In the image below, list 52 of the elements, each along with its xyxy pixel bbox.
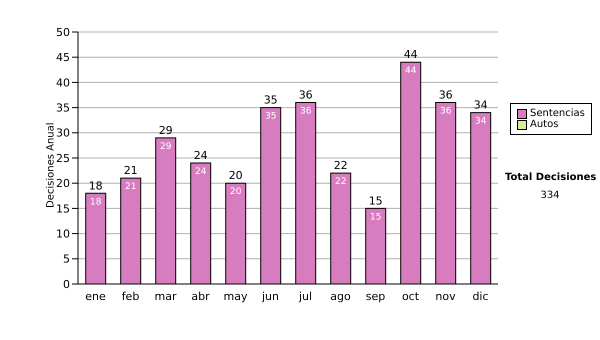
- data-label: 44: [404, 66, 417, 76]
- total-label: 20: [228, 169, 243, 182]
- x-tick-label: may: [224, 290, 248, 303]
- total-label: 21: [124, 164, 138, 178]
- total-label: 22: [334, 159, 348, 172]
- total-label: 29: [158, 124, 173, 137]
- data-label: 22: [334, 177, 346, 188]
- data-label: 20: [230, 187, 242, 198]
- y-tick-label: 0: [63, 278, 70, 291]
- x-tick-label: abr: [191, 290, 210, 303]
- x-tick-label: oct: [402, 290, 420, 303]
- x-tick-label: ene: [85, 290, 106, 303]
- x-tick-label: dic: [472, 290, 489, 303]
- x-tick-label: jul: [298, 290, 312, 303]
- x-tick-label: sep: [366, 290, 386, 303]
- data-label: 15: [370, 212, 382, 222]
- total-label: 35: [264, 94, 278, 107]
- data-label: 36: [300, 106, 312, 117]
- x-tick-label: feb: [122, 290, 140, 303]
- x-tick-label: mar: [154, 290, 177, 303]
- y-axis-title: Decisiones Anual: [46, 122, 57, 208]
- legend-label: Autos: [530, 119, 558, 130]
- data-label: 34: [474, 116, 487, 127]
- legend-label: Sentencias: [530, 108, 585, 119]
- y-tick-label: 45: [56, 51, 70, 64]
- data-label: 21: [124, 182, 136, 192]
- y-tick-label: 20: [56, 177, 70, 190]
- text: Total Decisiones: [505, 172, 596, 183]
- total-label: 44: [404, 48, 418, 62]
- total-label: 15: [368, 194, 383, 208]
- total-label: 24: [194, 149, 208, 162]
- y-tick-label: 25: [56, 152, 70, 165]
- y-tick-label: 35: [56, 102, 70, 115]
- y-tick-label: 50: [56, 26, 70, 39]
- total-label: 34: [474, 98, 488, 112]
- data-label: 35: [264, 112, 276, 122]
- y-tick-label: 5: [63, 252, 70, 266]
- x-tick-label: nov: [435, 290, 456, 303]
- data-label: 24: [194, 167, 207, 178]
- data-label: 36: [440, 106, 452, 117]
- total-label: 36: [438, 88, 453, 102]
- data-label: 29: [160, 142, 172, 152]
- total-label: 18: [88, 179, 103, 192]
- x-tick-label: ago: [330, 290, 351, 303]
- total-label: 36: [298, 88, 313, 102]
- data-label: 18: [90, 197, 102, 208]
- y-tick-label: 40: [56, 76, 70, 90]
- text: 334: [539, 190, 561, 201]
- y-tick-label: 15: [56, 202, 70, 216]
- y-tick-label: 10: [56, 228, 70, 241]
- y-tick-label: 30: [56, 126, 70, 140]
- x-tick-label: jun: [261, 290, 280, 303]
